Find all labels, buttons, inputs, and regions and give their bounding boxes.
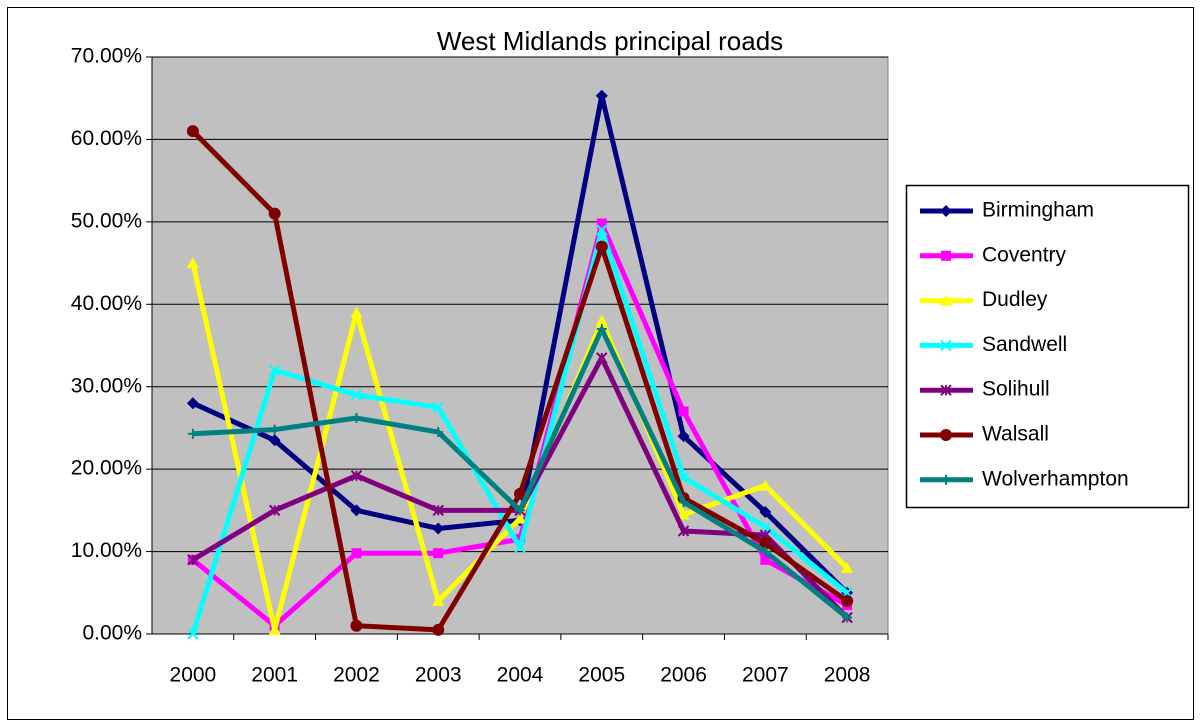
- data-point: [268, 207, 281, 220]
- y-tick-label: 30.00%: [71, 374, 142, 397]
- legend-label: Walsall: [982, 423, 1049, 446]
- data-point: [596, 352, 608, 364]
- legend-marker: [940, 294, 952, 306]
- legend-marker: [941, 474, 951, 485]
- data-point: [350, 504, 363, 517]
- x-tick-label: 2003: [415, 664, 462, 687]
- data-point: [187, 628, 199, 640]
- data-point: [514, 512, 526, 524]
- data-point: [842, 612, 853, 623]
- legend-marker: [940, 384, 952, 396]
- data-point: [351, 548, 362, 559]
- data-point: [596, 224, 608, 236]
- legend-label: Wolverhampton: [982, 467, 1129, 490]
- legend-label: Birmingham: [982, 199, 1094, 222]
- legend-marker: [940, 429, 952, 441]
- data-point: [268, 504, 281, 517]
- legend: Birmingham Coventry Dudley Sandwell Solihull…: [905, 184, 1190, 509]
- y-tick-label: 10.00%: [71, 539, 142, 562]
- data-point: [595, 240, 608, 253]
- y-tick-label: 40.00%: [71, 292, 142, 315]
- data-point: [841, 595, 854, 608]
- data-point: [432, 623, 445, 636]
- data-point: [677, 525, 690, 537]
- data-point: [677, 430, 690, 443]
- data-point: [759, 537, 772, 550]
- data-point: [596, 324, 607, 335]
- data-point: [350, 619, 363, 632]
- legend-label: Sandwell: [982, 333, 1067, 356]
- data-point: [269, 424, 280, 435]
- x-tick-label: 2005: [578, 664, 625, 687]
- data-point: [350, 470, 363, 482]
- data-point: [759, 521, 772, 533]
- data-point: [268, 364, 281, 376]
- data-point: [268, 623, 281, 635]
- legend-label: Solihull: [982, 378, 1050, 401]
- x-tick-label: 2002: [333, 664, 380, 687]
- data-point: [433, 427, 444, 438]
- data-point: [515, 505, 525, 516]
- data-point: [514, 487, 526, 500]
- x-tick-label: 2004: [497, 664, 544, 687]
- data-point: [432, 504, 444, 517]
- data-point: [514, 541, 526, 554]
- x-tick-label: 2008: [824, 664, 871, 687]
- data-point: [186, 257, 199, 269]
- data-point: [351, 413, 362, 424]
- legend-marker: [941, 250, 951, 261]
- x-tick-label: 2001: [251, 664, 298, 687]
- x-tick-label: 2000: [170, 664, 217, 687]
- data-point: [595, 89, 608, 102]
- legend-label: Dudley: [982, 288, 1048, 311]
- data-point: [759, 506, 772, 519]
- data-point: [433, 548, 444, 559]
- data-point: [268, 434, 281, 447]
- data-point: [187, 554, 199, 566]
- data-point: [596, 218, 607, 229]
- data-point: [187, 428, 198, 439]
- y-tick-label: 20.00%: [71, 457, 142, 480]
- x-tick-label: 2007: [742, 664, 789, 687]
- data-point: [841, 562, 854, 574]
- data-point: [678, 406, 689, 417]
- data-point: [186, 125, 199, 138]
- data-point: [760, 554, 771, 565]
- legend-marker: [940, 205, 952, 217]
- data-point: [432, 595, 445, 607]
- data-point: [595, 314, 608, 326]
- y-tick-label: 70.00%: [71, 45, 142, 68]
- y-tick-label: 0.00%: [82, 622, 142, 645]
- data-point: [760, 546, 771, 557]
- data-point: [759, 479, 772, 491]
- x-tick-label: 2006: [660, 664, 707, 687]
- data-point: [677, 508, 690, 520]
- data-point: [678, 497, 689, 508]
- data-point: [350, 306, 363, 318]
- legend-marker: [940, 339, 952, 352]
- chart-title: West Midlands principal roads: [437, 26, 783, 56]
- data-point: [186, 397, 199, 410]
- data-point: [350, 389, 363, 401]
- y-tick-label: 60.00%: [71, 127, 142, 150]
- legend-label: Coventry: [982, 243, 1067, 266]
- data-point: [432, 401, 444, 414]
- data-point: [432, 522, 445, 535]
- y-tick-label: 50.00%: [71, 209, 142, 232]
